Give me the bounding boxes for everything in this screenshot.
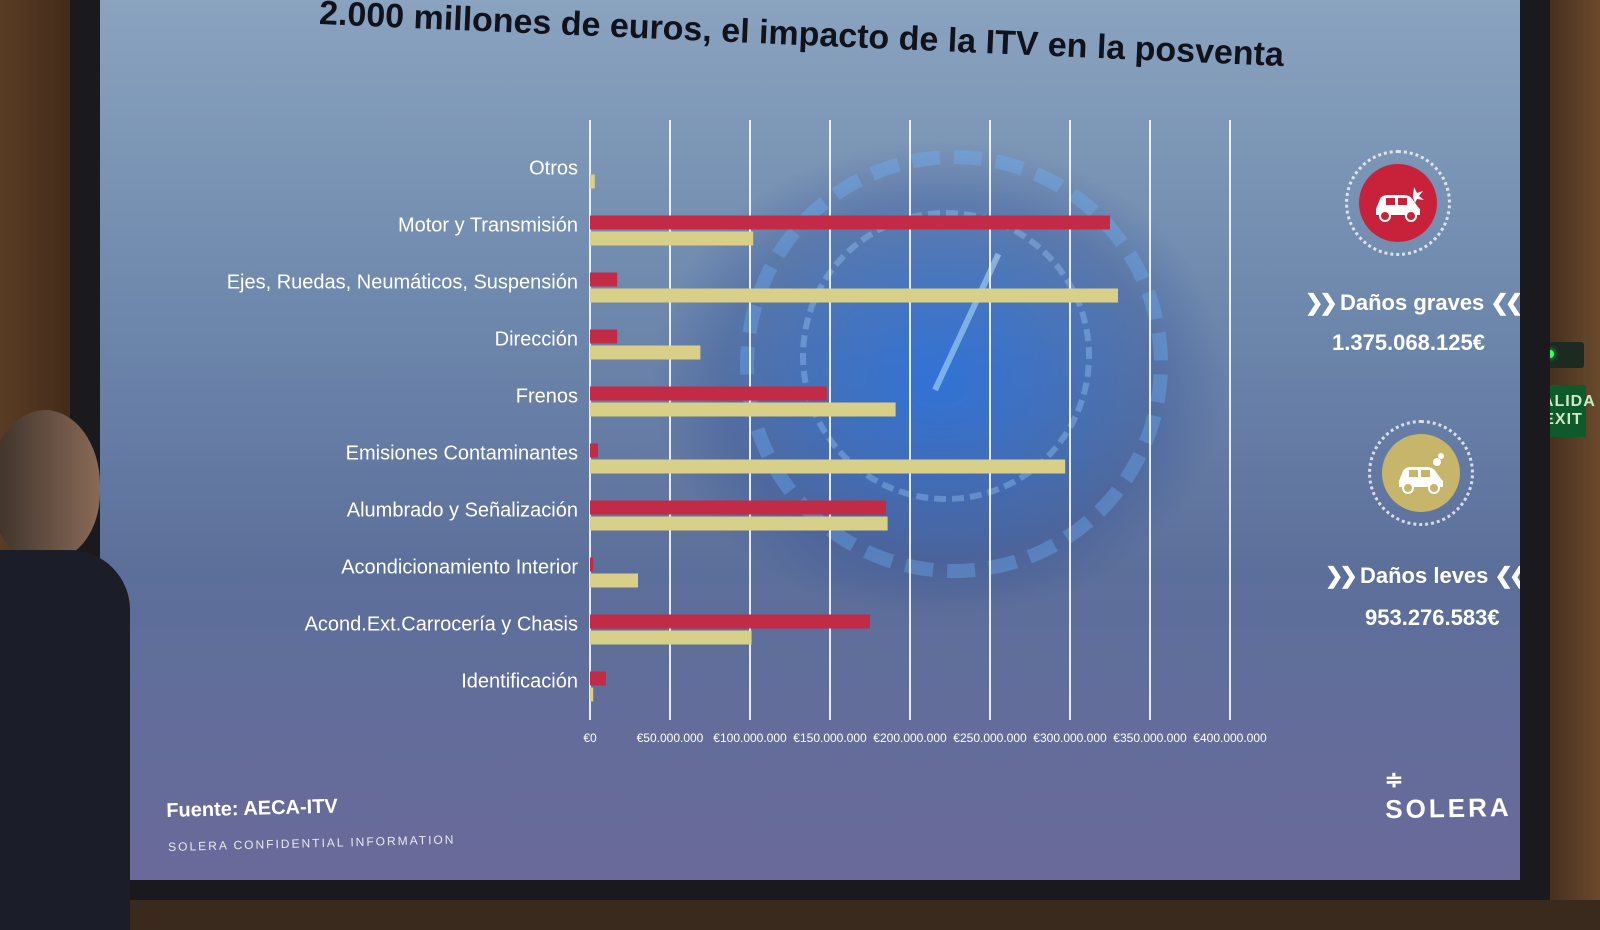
minor-damage-label-text: Daños leves — [1360, 563, 1489, 588]
x-tick-label: €350.000.000 — [1113, 731, 1187, 745]
solera-logo: ≑ SOLERA — [1384, 761, 1520, 825]
category-label: Acond.Ext.Carrocería y Chasis — [305, 614, 578, 636]
x-tick-label: €0 — [583, 731, 597, 745]
presenter-head — [0, 410, 100, 560]
bar-minor — [590, 288, 1118, 303]
x-tick-label: €100.000.000 — [713, 731, 787, 745]
bar-minor — [590, 630, 752, 645]
bar-severe — [590, 272, 618, 287]
category-label: Ejes, Ruedas, Neumáticos, Suspensión — [227, 272, 578, 294]
bar-severe — [590, 329, 618, 344]
minor-damage-value: 953.276.583€ — [1365, 605, 1500, 630]
x-tick-label: €400.000.000 — [1193, 731, 1267, 745]
category-label: Alumbrado y Señalización — [347, 500, 578, 522]
severe-damage-label: ❯❯ Daños graves ❮❮ — [1305, 290, 1520, 316]
x-tick-label: €300.000.000 — [1033, 731, 1107, 745]
chevron-right-icon: ❯❯ — [1305, 290, 1338, 315]
minor-damage-label: ❯❯ Daños leves ❮❮ — [1325, 563, 1520, 589]
category-label: Otros — [529, 158, 578, 180]
bar-severe — [590, 500, 886, 515]
minor-damage-disc — [1382, 434, 1460, 512]
minor-damage-badge — [1368, 420, 1474, 526]
bar-severe — [590, 614, 870, 629]
smoking-car-icon — [1399, 453, 1444, 494]
chevron-right-icon: ❯❯ — [1325, 563, 1358, 588]
exit-sign-bottom: EXIT — [1543, 411, 1583, 428]
severe-damage-badge — [1345, 150, 1451, 256]
category-label: Identificación — [461, 671, 578, 693]
bar-minor — [590, 174, 595, 189]
category-label: Acondicionamiento Interior — [341, 557, 578, 579]
x-tick-label: €250.000.000 — [953, 731, 1027, 745]
bar-severe — [590, 443, 598, 458]
bar-severe — [590, 386, 827, 401]
bar-severe — [590, 215, 1110, 230]
bar-minor — [590, 402, 896, 417]
severe-damage-value: 1.375.068.125€ — [1332, 330, 1485, 355]
solera-logo-text: SOLERA — [1385, 791, 1512, 825]
chevron-left-icon: ❮❮ — [1490, 290, 1520, 315]
severe-damage-disc — [1359, 164, 1437, 242]
x-tick-label: €50.000.000 — [637, 731, 704, 745]
category-label: Motor y Transmisión — [398, 215, 578, 237]
bar-minor — [590, 687, 594, 702]
bar-minor — [590, 573, 638, 588]
slide: 2.000 millones de euros, el impacto de l… — [100, 0, 1520, 880]
x-tick-label: €200.000.000 — [873, 731, 947, 745]
crashed-car-icon — [1376, 187, 1424, 222]
category-label: Dirección — [495, 329, 578, 351]
projection-screen: 2.000 millones de euros, el impacto de l… — [70, 0, 1550, 900]
chevron-left-icon: ❮❮ — [1494, 563, 1520, 588]
chart-source: Fuente: AECA-ITV — [166, 795, 339, 822]
bar-minor — [590, 459, 1066, 474]
bar-minor — [590, 345, 701, 360]
category-label: Emisiones Contaminantes — [346, 443, 578, 465]
bar-severe — [590, 671, 606, 686]
bar-minor — [590, 231, 754, 246]
presenter-silhouette — [0, 410, 150, 930]
bar-severe — [590, 557, 594, 572]
x-tick-label: €150.000.000 — [793, 731, 867, 745]
presenter-body — [0, 550, 130, 930]
category-label: Frenos — [516, 386, 578, 408]
bar-chart: €0 €50.000.000 €100.000.000 €150.000.000 €20… — [227, 120, 1267, 745]
solera-logo-icon: ≑ — [1384, 766, 1407, 793]
bar-minor — [590, 516, 888, 531]
severe-damage-label-text: Daños graves — [1340, 290, 1485, 315]
speedometer-inner-decoration — [800, 210, 1092, 502]
